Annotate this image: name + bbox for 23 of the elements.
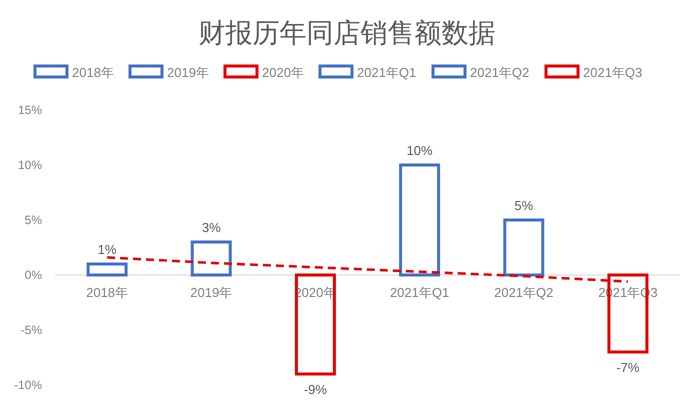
x-tick-label: 2019年 [190,285,232,300]
legend-label: 2019年 [167,65,209,80]
x-tick-label: 2021年Q2 [494,285,554,300]
data-label: 5% [514,198,534,213]
y-tick-label: 15% [18,103,42,117]
data-label: 1% [98,242,117,257]
y-tick-label: 5% [24,213,42,227]
data-label: 3% [202,220,222,235]
data-label: -9% [304,382,328,397]
y-tick-label: 0% [24,268,42,282]
x-tick-label: 2018年 [86,285,128,300]
y-tick-label: 10% [18,158,42,172]
legend-label: 2021年Q3 [583,65,642,80]
x-tick-label: 2021年Q1 [390,285,450,300]
data-label: 10% [406,143,434,158]
legend-label: 2021年Q1 [357,65,416,80]
legend-label: 2021年Q2 [470,65,530,80]
y-tick-label: -5% [20,323,42,337]
data-label: -7% [616,360,640,375]
chart-title: 财报历年同店销售额数据 [198,18,496,48]
y-tick-label: -10% [14,378,42,392]
legend-label: 2018年 [72,65,114,80]
legend-label: 2020年 [262,65,304,80]
